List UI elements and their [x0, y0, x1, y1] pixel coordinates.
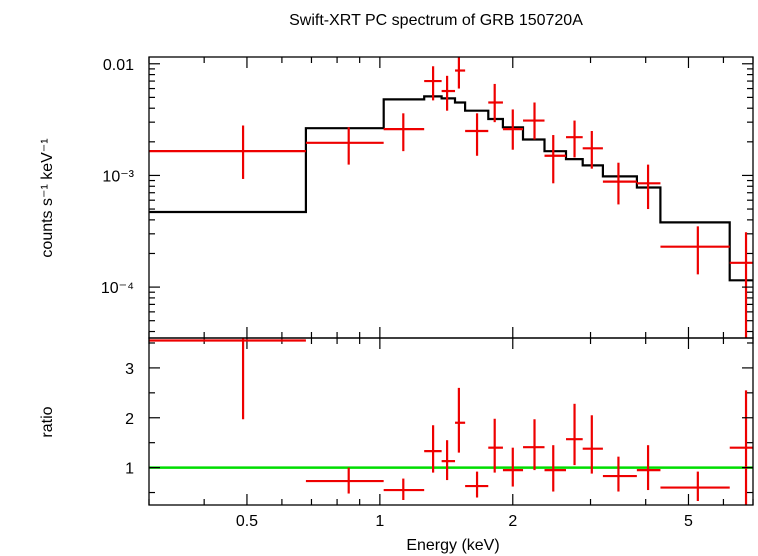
- ratio-point-6: [465, 471, 489, 498]
- bottom-y-axis-label: ratio: [39, 406, 56, 437]
- x-tick-label-3: 5: [684, 513, 693, 530]
- ratio-panel: 0.5 1 2 5 1 2 3: [125, 337, 754, 530]
- spectrum-point-9: [523, 102, 545, 140]
- ratio-point-9: [523, 419, 545, 471]
- x-tick-label-1: 1: [375, 513, 384, 530]
- x-axis-label: Energy (keV): [406, 537, 499, 554]
- spectrum-point-1: [305, 127, 384, 165]
- spectrum-point-14: [636, 164, 661, 210]
- spectrum-point-15: [660, 226, 730, 275]
- x-tick-label-2: 2: [508, 513, 517, 530]
- ratio-y-tick-label-2: 3: [125, 361, 134, 378]
- ratio-point-12: [582, 415, 603, 474]
- spectrum-point-13: [602, 162, 637, 205]
- ratio-point-16: [729, 390, 753, 505]
- spectrum-point-3: [424, 66, 442, 101]
- spectrum-point-2: [383, 113, 425, 152]
- ratio-y-tick-label-1: 2: [125, 411, 134, 428]
- top-y-tick-label-0: 0.01: [103, 57, 134, 74]
- spectrum-point-0: [149, 125, 306, 179]
- spectrum-panel: 0.01 10⁻³ 10⁻⁴: [101, 56, 754, 505]
- top-y-tick-label-2: 10⁻⁴: [101, 280, 134, 297]
- ratio-point-11: [566, 403, 583, 466]
- ratio-point-1: [305, 467, 384, 494]
- top-y-axis-label: counts s⁻¹ keV⁻¹: [39, 138, 56, 257]
- model-step-line: [149, 95, 753, 282]
- spectrum-point-10: [544, 135, 567, 184]
- spectrum-point-12: [582, 131, 603, 169]
- ratio-frame: [148, 337, 754, 506]
- ratio-point-15: [660, 471, 730, 502]
- x-tick-label-0: 0.5: [236, 513, 258, 530]
- ratio-point-4: [441, 440, 456, 481]
- ratio-point-0: [149, 338, 306, 420]
- spectrum-point-16: [729, 232, 753, 338]
- ratio-point-13: [602, 456, 637, 492]
- spectrum-point-7: [488, 83, 503, 123]
- ratio-point-5: [455, 387, 466, 453]
- spectrum-point-8: [502, 109, 524, 150]
- ratio-y-tick-label-0: 1: [125, 461, 134, 478]
- spectrum-point-4: [441, 75, 456, 111]
- top-y-tick-label-1: 10⁻³: [102, 168, 134, 185]
- ratio-point-10: [544, 445, 567, 492]
- ratio-point-14: [636, 445, 661, 491]
- chart-title: Swift-XRT PC spectrum of GRB 150720A: [289, 12, 583, 29]
- spectrum-point-11: [566, 120, 583, 158]
- ratio-point-2: [383, 478, 425, 501]
- ratio-point-3: [424, 425, 442, 473]
- spectrum-point-6: [465, 113, 489, 156]
- ratio-point-8: [502, 447, 524, 487]
- spectrum-point-5: [455, 57, 466, 89]
- ratio-point-7: [488, 418, 503, 473]
